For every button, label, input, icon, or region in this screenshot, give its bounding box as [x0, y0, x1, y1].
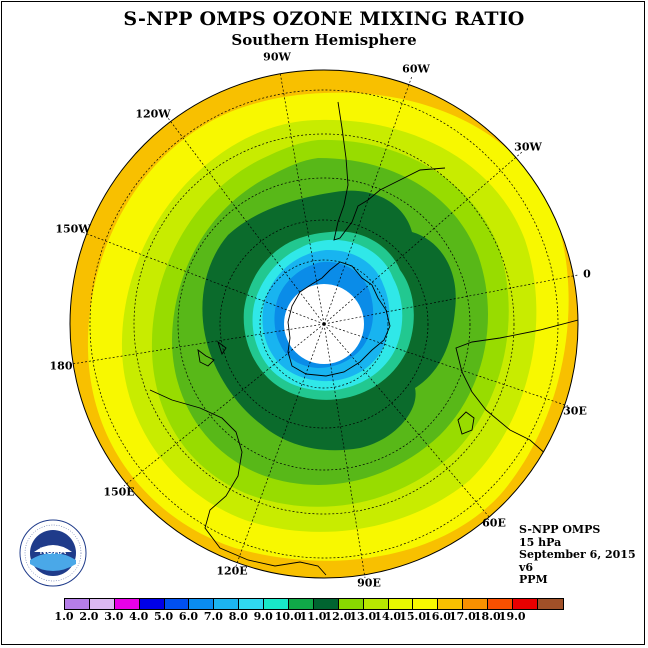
lon-label-150w: 150W — [55, 222, 91, 236]
lon-label-180: 180 — [49, 359, 73, 373]
info-version: v6 — [519, 560, 534, 574]
lon-label-60w: 60W — [402, 62, 430, 76]
colorbar-labels: 1.0 2.0 3.0 4.0 5.0 6.0 7.0 8.0 9.0 10.0 11.0 12.0 1… — [0, 610, 648, 624]
colorbar-tick-label: 18.0 — [473, 610, 501, 623]
colorbar-box — [363, 599, 389, 609]
colorbar-box — [313, 599, 339, 609]
lon-label-30w: 30W — [514, 140, 542, 154]
colorbar-box — [338, 599, 364, 609]
lon-label-0: 0 — [583, 267, 591, 281]
colorbar-box — [139, 599, 165, 609]
colorbar-tick-label: 15.0 — [399, 610, 426, 623]
colorbar-tick-label: 5.0 — [154, 610, 174, 623]
colorbar-box — [289, 599, 314, 609]
colorbar-box — [114, 599, 140, 609]
lon-label-90w: 90W — [263, 50, 291, 64]
colorbar-tick-label: 13.0 — [349, 610, 377, 623]
colorbar-box — [413, 599, 439, 609]
colorbar-tick-label: 8.0 — [228, 610, 248, 623]
colorbar-box — [239, 599, 265, 609]
info-instrument: S-NPP OMPS — [519, 523, 601, 536]
colorbar-tick-label: 11.0 — [299, 610, 327, 623]
colorbar-tick-label: 16.0 — [424, 610, 451, 623]
noaa-logo: NOAA — [19, 519, 87, 587]
map-subtitle: Southern Hemisphere — [231, 31, 417, 49]
lon-label-120w: 120W — [135, 107, 171, 121]
colorbar-tick-label: 4.0 — [129, 610, 149, 623]
info-date: September 6, 2015 — [519, 548, 636, 562]
colorbar-tick-label: 2.0 — [79, 610, 99, 623]
lon-label-150e: 150E — [103, 485, 135, 499]
australia-coast — [149, 389, 327, 576]
lon-label-30e: 30E — [563, 404, 587, 418]
colorbar-tick-label: 3.0 — [104, 610, 124, 623]
south-america-coast — [333, 101, 446, 241]
colorbar-tick-label: 1.0 — [54, 610, 74, 623]
map-title: S-NPP OMPS OZONE MIXING RATIO — [123, 8, 525, 30]
colorbar-tick-label: 6.0 — [178, 610, 199, 623]
map-border — [69, 69, 579, 579]
colorbar-box — [164, 599, 190, 609]
colorbar-box — [537, 599, 563, 609]
info-units: PPM — [519, 573, 548, 587]
colorbar-tick-label: 10.0 — [274, 610, 302, 623]
colorbar-tick-label: 7.0 — [203, 610, 223, 623]
colorbar-box — [513, 599, 538, 609]
colorbar-tick-label: 19.0 — [498, 610, 526, 623]
colorbar-box — [388, 599, 414, 609]
colorbar-box — [438, 599, 464, 609]
lon-label-120e: 120E — [216, 564, 248, 578]
info-block: S-NPP OMPS 15 hPa September 6, 2015 v6 P… — [519, 523, 636, 587]
colorbar — [64, 598, 564, 610]
graticule — [71, 71, 579, 579]
colorbar-box — [89, 599, 115, 609]
colorbar-box — [189, 599, 215, 609]
info-level: 15 hPa — [519, 535, 562, 549]
antarctica-coast — [287, 261, 391, 377]
madagascar-coast — [457, 411, 475, 435]
logo-text: NOAA — [40, 546, 67, 556]
colorbar-box — [463, 599, 489, 609]
pole-marker — [322, 322, 326, 326]
colorbar-tick-label: 12.0 — [324, 610, 352, 623]
lon-label-60e: 60E — [482, 516, 506, 530]
colorbar-tick-label: 17.0 — [448, 610, 476, 623]
colorbar-box — [214, 599, 240, 609]
lon-label-90e: 90E — [357, 576, 381, 590]
colorbar-box — [65, 599, 90, 609]
colorbar-box — [264, 599, 290, 609]
colorbar-tick-label: 9.0 — [253, 610, 273, 623]
colorbar-box — [488, 599, 514, 609]
colorbar-tick-label: 14.0 — [374, 610, 402, 623]
